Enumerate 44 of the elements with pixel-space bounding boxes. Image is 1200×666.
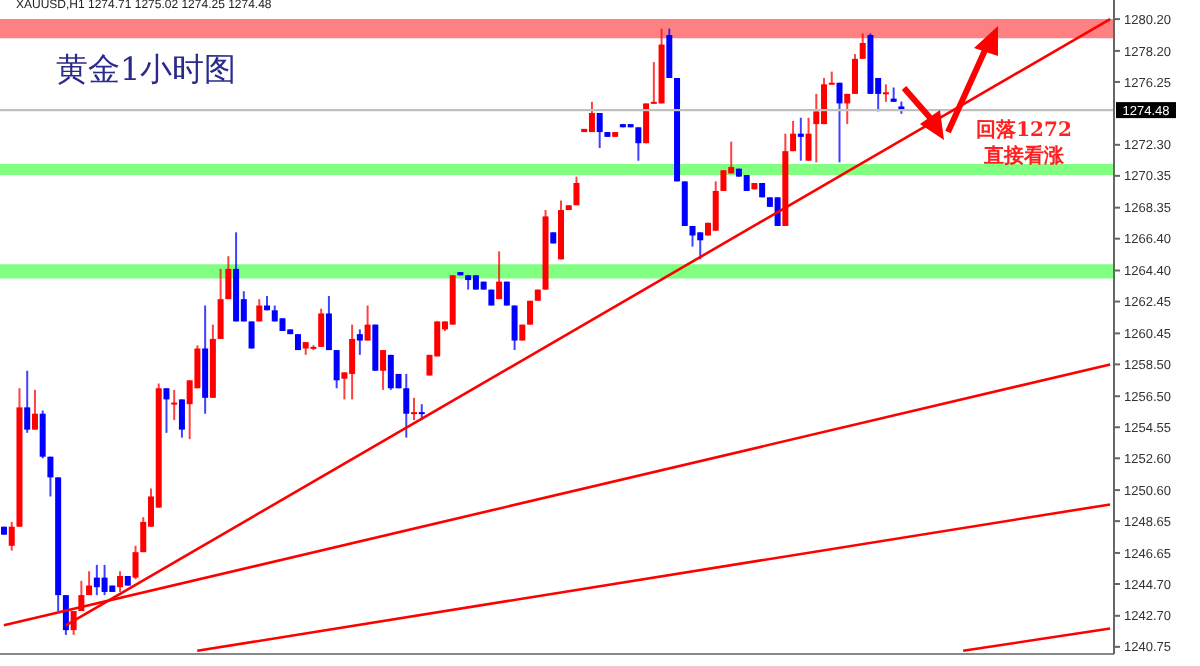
candlestick (681, 180, 688, 227)
candlestick (511, 304, 518, 352)
candlestick (411, 396, 418, 422)
candlestick (720, 169, 727, 192)
candlestick (372, 323, 379, 372)
candlestick (836, 81, 843, 164)
text: 黄金1小时图 (56, 50, 237, 92)
candlestick (697, 231, 704, 261)
candlestick (774, 196, 781, 227)
annotation: 回落1272 (974, 117, 1074, 144)
candlestick (93, 563, 100, 597)
candlestick (325, 294, 332, 352)
candlestick (387, 353, 394, 391)
candlestick (790, 119, 797, 153)
candlestick (813, 92, 820, 164)
candlestick (101, 563, 108, 597)
candlestick (403, 372, 410, 439)
candlestick (596, 111, 603, 149)
candlestick (217, 267, 224, 340)
candlestick (380, 349, 387, 391)
candlestick (117, 570, 124, 593)
candlestick (588, 100, 595, 134)
candlestick (635, 126, 642, 162)
candlestick (851, 53, 858, 95)
candlestick (24, 369, 31, 434)
candlestick (356, 328, 363, 356)
candlestick (496, 250, 503, 301)
candlestick (573, 175, 580, 207)
candlestick (225, 255, 232, 301)
candlestick (163, 387, 170, 434)
candlestick (178, 398, 185, 439)
candlestick (248, 320, 255, 350)
annotation: 直接看涨 (982, 143, 1066, 170)
candlestick (844, 92, 851, 126)
candlestick (333, 349, 340, 390)
candlestick (31, 388, 38, 431)
candlestick (364, 304, 371, 342)
candlestick (797, 116, 804, 162)
candlestick (859, 32, 866, 60)
candlestick (318, 307, 325, 348)
candlestick (171, 388, 178, 422)
candlestick (882, 83, 889, 103)
candlestick (666, 27, 673, 79)
candlestick (349, 323, 356, 401)
